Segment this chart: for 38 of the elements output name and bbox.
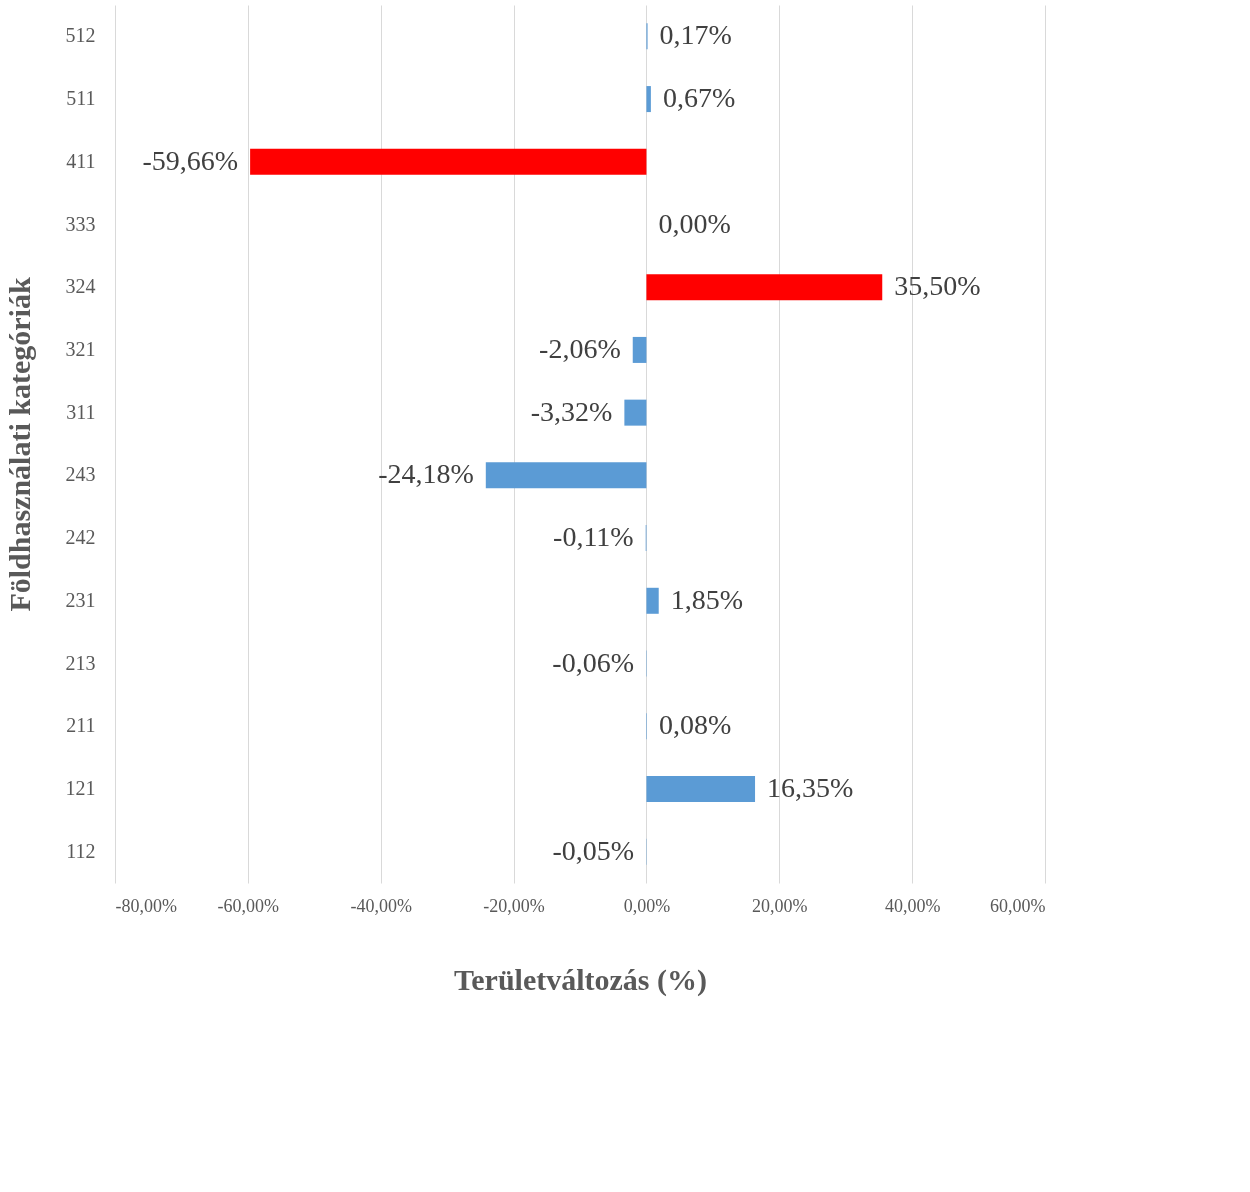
y-tick-label: 211 <box>66 714 96 737</box>
data-label: -59,66% <box>142 144 239 176</box>
y-tick-label: 231 <box>65 588 96 611</box>
data-label: -3,32% <box>530 395 613 427</box>
y-tick-label: 411 <box>66 149 96 172</box>
data-label: 0,00% <box>658 207 731 239</box>
x-tick-label: -80,00% <box>115 895 177 916</box>
y-tick-label: 242 <box>65 526 96 549</box>
y-tick-label: 511 <box>66 87 96 110</box>
x-tick-label: 0,00% <box>623 895 671 916</box>
data-label: -0,05% <box>552 834 635 866</box>
data-label: 0,17% <box>659 19 732 51</box>
data-label: -0,11% <box>553 521 634 553</box>
x-tick-label: 20,00% <box>752 895 808 916</box>
y-tick-label: 243 <box>65 463 96 486</box>
x-tick-label: -60,00% <box>217 895 280 916</box>
data-label: -0,06% <box>552 646 635 678</box>
x-tick-label: -20,00% <box>483 895 545 916</box>
y-tick-label: 333 <box>65 212 96 235</box>
y-tick-label: 512 <box>65 24 96 47</box>
y-tick-label: 121 <box>65 776 96 799</box>
data-label: 0,08% <box>658 709 732 741</box>
x-tick-label: 60,00% <box>990 895 1046 916</box>
y-tick-label: 213 <box>65 651 96 674</box>
data-label: 0,67% <box>662 82 736 114</box>
x-tick-label: -40,00% <box>350 895 412 916</box>
y-tick-label: 311 <box>66 400 96 423</box>
y-tick-label: 321 <box>65 337 96 360</box>
y-tick-label: 112 <box>66 839 96 862</box>
data-label: 35,50% <box>894 270 981 302</box>
data-label: 1,85% <box>670 583 744 615</box>
y-tick-label: 324 <box>65 275 96 298</box>
data-label: -2,06% <box>539 332 621 364</box>
x-tick-label: 40,00% <box>884 895 941 916</box>
data-label: 16,35% <box>767 771 854 803</box>
y-axis-title: Földhasználati kategóriák <box>2 277 36 612</box>
data-label: -24,18% <box>378 458 474 490</box>
x-axis-title: Területváltozás (%) <box>453 962 708 997</box>
